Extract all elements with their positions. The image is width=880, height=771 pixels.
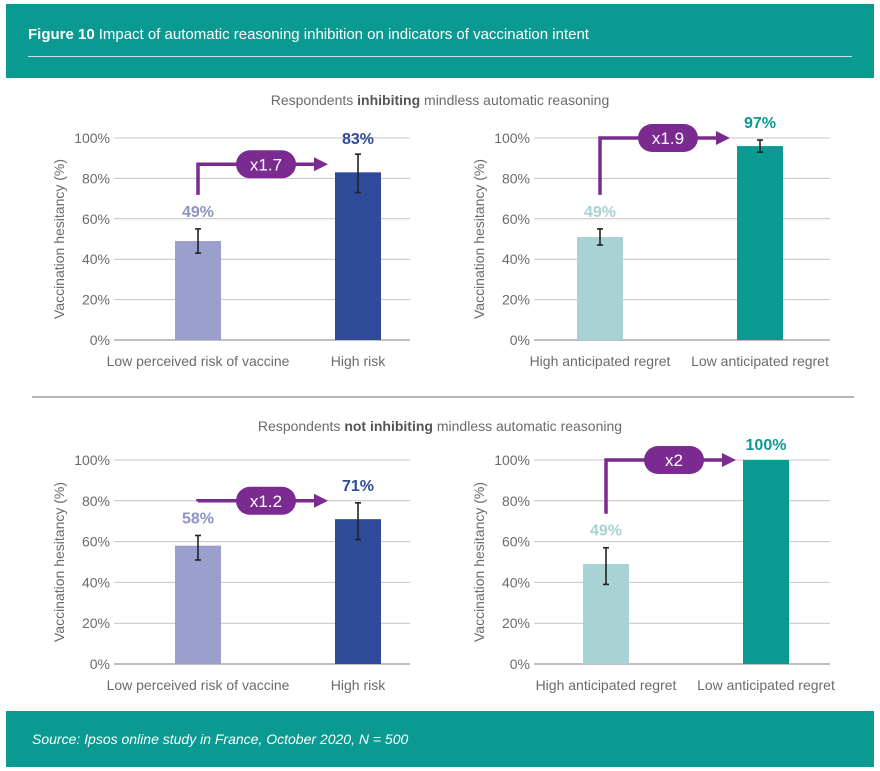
data-label: 49%	[584, 204, 616, 221]
y-axis-label: Vaccination hesitancy (%)	[51, 482, 67, 642]
x-tick-label: Low perceived risk of vaccine	[107, 353, 290, 369]
group-title-suffix: mindless automatic reasoning	[432, 418, 623, 434]
y-tick-label: 40%	[502, 574, 530, 590]
arrow-head	[722, 453, 736, 467]
data-label: 71%	[342, 478, 374, 495]
y-tick-label: 0%	[90, 656, 110, 672]
chart-top-right: 0% 20% 40% 60% 80% 100% Vaccination hesitancy …	[471, 115, 830, 369]
y-tick-label: 20%	[82, 292, 110, 308]
group-title-prefix: Respondents	[270, 92, 358, 108]
y-tick-label: 80%	[82, 170, 110, 186]
x-tick-label: Low perceived risk of vaccine	[107, 677, 290, 693]
figure-label: Figure 10	[28, 26, 95, 43]
bar	[175, 241, 221, 340]
bar	[335, 519, 381, 664]
y-tick-label: 0%	[510, 656, 530, 672]
y-axis-label: Vaccination hesitancy (%)	[471, 159, 487, 319]
y-tick-label: 20%	[502, 292, 530, 308]
x-tick-label: High anticipated regret	[536, 677, 677, 693]
arrow-head	[314, 157, 328, 172]
multiplier-pill	[236, 150, 296, 179]
y-tick-label: 60%	[502, 211, 530, 227]
group-title-suffix: mindless automatic reasoning	[420, 92, 610, 108]
multiplier-label: x1.9	[652, 129, 684, 148]
data-label: 97%	[744, 115, 776, 132]
figure-title: Figure 10 Impact of automatic reasoning i…	[28, 26, 589, 43]
y-tick-label: 40%	[502, 251, 530, 267]
y-tick-label: 80%	[82, 493, 110, 509]
data-label: 100%	[746, 437, 787, 454]
y-tick-label: 100%	[494, 452, 530, 468]
data-label: 58%	[182, 510, 214, 527]
group-title-bold: inhibiting	[357, 92, 421, 108]
chart-bottom-left: 0% 20% 40% 60% 80% 100% Vaccination hesitancy …	[51, 452, 410, 693]
bar	[175, 545, 221, 664]
group-title-bold: not inhibiting	[344, 418, 433, 434]
x-tick-label: High risk	[331, 353, 386, 369]
multiplier-pill	[644, 446, 704, 474]
figure-title-text: Impact of automatic reasoning inhibition…	[98, 26, 589, 43]
y-tick-label: 20%	[82, 615, 110, 631]
data-label: 49%	[590, 523, 622, 540]
source-note: Source: Ipsos online study in France, Oc…	[32, 731, 409, 747]
arrow-head	[314, 493, 328, 508]
x-tick-label: Low anticipated regret	[697, 677, 835, 693]
y-axis-label: Vaccination hesitancy (%)	[51, 159, 67, 319]
y-tick-label: 100%	[494, 130, 530, 146]
y-tick-label: 100%	[74, 452, 110, 468]
multiplier-label: x1.7	[250, 155, 282, 174]
multiplier-label: x2	[665, 451, 683, 470]
y-tick-label: 40%	[82, 574, 110, 590]
y-axis-label: Vaccination hesitancy (%)	[471, 482, 487, 642]
y-tick-label: 80%	[502, 493, 530, 509]
y-tick-label: 60%	[82, 211, 110, 227]
bar	[737, 146, 783, 340]
y-tick-label: 60%	[82, 534, 110, 550]
y-tick-label: 80%	[502, 170, 530, 186]
y-tick-label: 20%	[502, 615, 530, 631]
arrow-head	[716, 131, 730, 145]
x-tick-label: Low anticipated regret	[691, 353, 829, 369]
chart-bottom-right: 0% 20% 40% 60% 80% 100% Vaccination hesitancy …	[471, 437, 835, 693]
group-title-not-inhibiting: Respondents not inhibiting mindless auto…	[0, 418, 880, 434]
bar	[743, 460, 789, 664]
group-title-inhibiting: Respondents inhibiting mindless automati…	[0, 92, 880, 108]
x-tick-label: High anticipated regret	[530, 353, 671, 369]
header-rule	[28, 56, 852, 57]
figure-footer: Source: Ipsos online study in France, Oc…	[6, 711, 874, 767]
group-title-prefix: Respondents	[257, 418, 345, 434]
data-label: 83%	[342, 131, 374, 148]
y-tick-label: 100%	[74, 130, 110, 146]
bar	[577, 236, 623, 340]
y-tick-label: 0%	[510, 332, 530, 348]
chart-top-left: 0% 20% 40% 60% 80% 100% Vaccination hesitancy …	[51, 130, 410, 369]
multiplier-label: x1.2	[250, 492, 282, 511]
bar	[335, 172, 381, 340]
x-tick-label: High risk	[331, 677, 386, 693]
y-tick-label: 60%	[502, 534, 530, 550]
section-divider	[32, 396, 854, 398]
y-tick-label: 0%	[90, 332, 110, 348]
multiplier-pill	[236, 486, 296, 515]
data-label: 49%	[182, 204, 214, 221]
multiplier-pill	[638, 124, 698, 152]
figure-header: Figure 10 Impact of automatic reasoning i…	[6, 4, 874, 78]
y-tick-label: 40%	[82, 251, 110, 267]
